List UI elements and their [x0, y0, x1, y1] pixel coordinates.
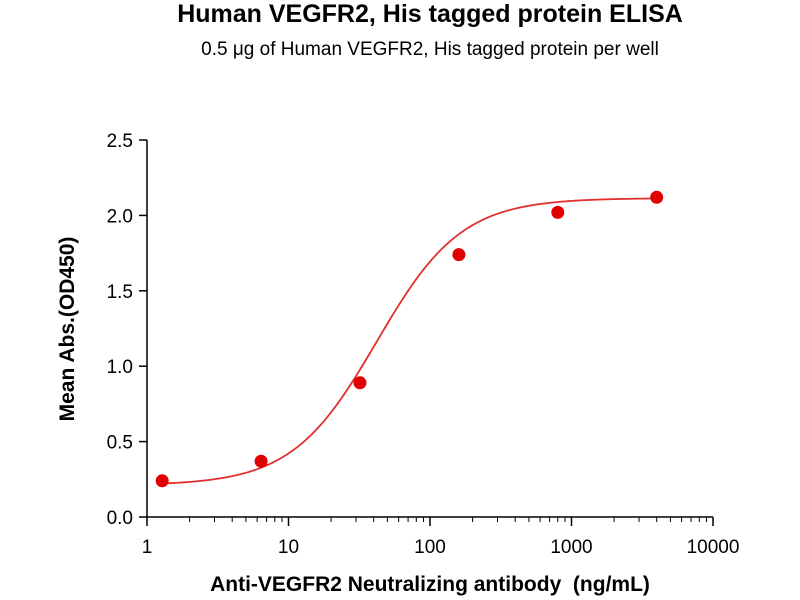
x-tick-label: 100 [414, 537, 446, 558]
y-axis: 0.0 0.5 1.0 1.5 2.0 2.5 [107, 131, 148, 529]
y-tick-label: 0.0 [107, 508, 133, 529]
chart-subtitle: 0.5 μg of Human VEGFR2, His tagged prote… [201, 39, 659, 60]
y-tick-label: 2.0 [107, 206, 133, 227]
y-ticks: 0.0 0.5 1.0 1.5 2.0 2.5 [107, 131, 147, 529]
x-ticks: 1 10 100 1000 10000 [142, 517, 740, 558]
x-tick-label: 10 [278, 537, 299, 558]
x-tick-label: 10000 [687, 537, 740, 558]
x-tick-label: 1000 [550, 537, 592, 558]
data-point [452, 248, 466, 262]
chart-title: Human VEGFR2, His tagged protein ELISA [177, 0, 683, 28]
data-point [551, 205, 565, 219]
x-tick-label: 1 [142, 537, 153, 558]
y-tick-label: 0.5 [107, 433, 133, 454]
fit-curve [162, 197, 657, 485]
data-points [155, 190, 664, 488]
x-axis-label: Anti-VEGFR2 Neutralizing antibody (ng/mL… [210, 573, 650, 596]
y-tick-label: 1.0 [107, 357, 133, 378]
y-tick-label: 1.5 [107, 282, 133, 303]
data-point [353, 376, 367, 390]
y-tick-label: 2.5 [107, 131, 133, 152]
data-point [650, 190, 664, 204]
y-axis-label: Mean Abs.(OD450) [56, 237, 79, 422]
data-point [254, 454, 268, 468]
x-axis: 1 10 100 1000 10000 [142, 516, 740, 558]
data-point [155, 474, 169, 488]
